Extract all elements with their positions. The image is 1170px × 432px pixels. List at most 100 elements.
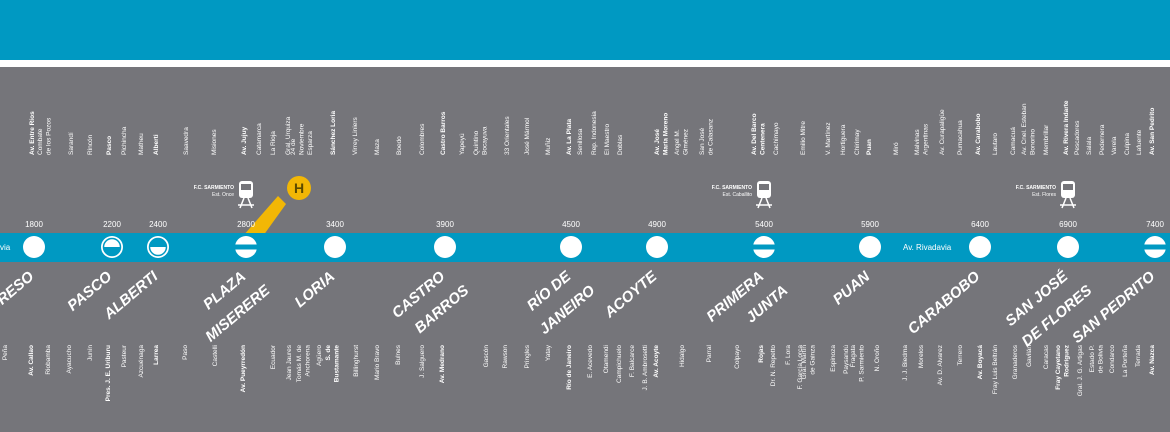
street-name: Rodríguez bbox=[1063, 344, 1070, 377]
street-name: Angel M. bbox=[674, 129, 681, 155]
street-name: Catamarca bbox=[256, 123, 263, 155]
street-name: Av. Carabobo bbox=[975, 113, 982, 155]
rail-station: Est. Once bbox=[212, 192, 234, 198]
street-name: Condarco bbox=[1109, 345, 1116, 374]
marker-ring bbox=[324, 236, 346, 258]
street-name: Av. Curapaligüe bbox=[939, 109, 946, 155]
street-name: Malvinas bbox=[914, 129, 921, 155]
street-name: Pasteur bbox=[121, 344, 128, 367]
street-name: Fragata bbox=[850, 345, 857, 368]
street-name: Av. Cnel. Esteban bbox=[1021, 103, 1028, 155]
street-name: Otamendi bbox=[603, 345, 610, 373]
street-name: Estado P. bbox=[1089, 345, 1096, 373]
road-label: Av. Rivadavia bbox=[903, 243, 952, 252]
street-name: Virrey Liniers bbox=[352, 116, 359, 155]
street-name: Giménez bbox=[682, 129, 689, 155]
street-name: Av. La Plata bbox=[566, 118, 573, 155]
street-name: 33 Orientales bbox=[504, 116, 511, 155]
street-name: El Maestro bbox=[604, 124, 611, 155]
street-name: Argentinas bbox=[922, 123, 929, 155]
station-number: 4900 bbox=[648, 220, 666, 229]
street-name: Doblas bbox=[617, 134, 624, 155]
street-name: V. Martínez bbox=[825, 122, 832, 155]
street-name: Noviembre bbox=[298, 123, 305, 155]
station-marker bbox=[147, 236, 169, 258]
street-name: Misiones bbox=[211, 129, 218, 155]
road-label: via bbox=[0, 243, 11, 252]
street-name: Av. Entre Ríos bbox=[29, 111, 36, 155]
marker-ring bbox=[969, 236, 991, 258]
street-name: Av. José bbox=[654, 129, 661, 155]
station-number: 6900 bbox=[1059, 220, 1077, 229]
street-name: Av. Boyacá bbox=[977, 345, 984, 380]
street-name: Mario Bravo bbox=[374, 345, 381, 380]
street-name: Junín bbox=[87, 345, 94, 361]
street-name: Fray Cayetano bbox=[1055, 345, 1062, 390]
station-marker bbox=[101, 236, 123, 258]
rail-station: Est. Caballito bbox=[723, 192, 753, 198]
street-name: Esparza bbox=[307, 131, 314, 155]
street-name: Cachimayo bbox=[773, 122, 780, 155]
street-name: Hortiguera bbox=[840, 124, 847, 155]
rail-line: F.C. SARMIENTO bbox=[712, 185, 752, 191]
street-name: Maza bbox=[374, 139, 381, 155]
street-name: Varela bbox=[1111, 136, 1118, 155]
street-name: Larrea bbox=[153, 345, 160, 365]
station-marker bbox=[859, 236, 881, 258]
street-name: Av. Acoyte bbox=[653, 345, 660, 378]
train-window bbox=[759, 184, 769, 190]
train-window bbox=[1063, 184, 1073, 190]
station-marker bbox=[23, 236, 45, 258]
street-name: Alberti bbox=[153, 134, 160, 155]
street-name: Campichuelo bbox=[616, 345, 623, 383]
street-name: Yapeyú bbox=[459, 133, 466, 155]
street-name: Fray Luis Beltrán bbox=[992, 345, 999, 395]
street-name: E. Acevedo bbox=[587, 345, 594, 378]
street-name: Pescadores bbox=[1074, 120, 1081, 155]
street-name: Sarandí bbox=[68, 132, 75, 155]
train-icon bbox=[238, 181, 254, 209]
station-marker bbox=[1144, 236, 1166, 258]
street-name: La Porteña bbox=[1122, 345, 1129, 377]
street-name: Terrero bbox=[957, 345, 964, 366]
street-name: Rincón bbox=[87, 134, 94, 155]
street-name: Dr. N. Repetto bbox=[770, 345, 777, 387]
street-name: Pichincha bbox=[121, 126, 128, 155]
street-name: Combate bbox=[37, 128, 44, 155]
marker-stripe bbox=[1144, 244, 1166, 250]
street-name: Paso bbox=[182, 345, 189, 360]
station-marker bbox=[235, 236, 257, 258]
rail-line: F.C. SARMIENTO bbox=[1016, 185, 1056, 191]
street-name: Ecuador bbox=[270, 344, 277, 369]
street-name: Av. San Pedrito bbox=[1149, 108, 1156, 155]
street-name: Quintino bbox=[473, 130, 480, 155]
connection-badge: H bbox=[294, 180, 304, 196]
street-name: Av. Jujuy bbox=[241, 126, 248, 155]
street-name: N. Oroño bbox=[874, 345, 881, 372]
street-name: Caracas bbox=[1043, 344, 1050, 369]
street-name: Morelos bbox=[918, 344, 925, 368]
connection-badge-circle bbox=[287, 176, 311, 200]
street-name: J. J. Biedma bbox=[902, 345, 909, 381]
street-name: de Bolivia bbox=[1097, 345, 1104, 374]
station-number: 5400 bbox=[755, 220, 773, 229]
street-name: Espinoza bbox=[830, 345, 837, 372]
station-marker bbox=[753, 236, 775, 258]
street-name: Lautaro bbox=[992, 133, 999, 155]
street-name: Rawson bbox=[502, 345, 509, 369]
station-marker bbox=[646, 236, 668, 258]
street-name: P. Sarmiento bbox=[858, 345, 865, 382]
station-marker bbox=[560, 236, 582, 258]
station-number: 2200 bbox=[103, 220, 121, 229]
marker-ring bbox=[646, 236, 668, 258]
street-name: Av. Rivera Indarte bbox=[1063, 100, 1070, 155]
rail-line: F.C. SARMIENTO bbox=[194, 185, 234, 191]
street-name: José Mármol bbox=[524, 117, 531, 155]
line-band bbox=[0, 233, 1170, 262]
street-name: Av. Pueyrredón bbox=[240, 345, 247, 392]
marker-outline bbox=[102, 237, 122, 257]
street-name: La Rioja bbox=[270, 131, 277, 155]
marker-outline bbox=[148, 237, 168, 257]
station-number: 3400 bbox=[326, 220, 344, 229]
street-name: Senillosa bbox=[577, 128, 584, 155]
